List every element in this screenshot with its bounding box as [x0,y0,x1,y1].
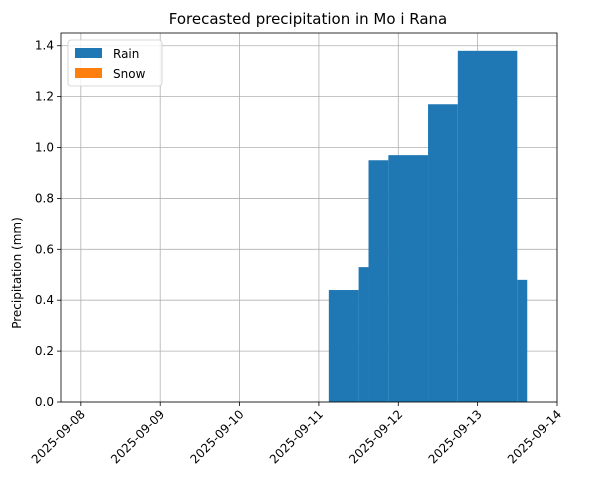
plot-frame [60,32,558,403]
y-tick-label: 1.2 [35,90,54,104]
snow-legend-label: Snow [113,67,146,81]
y-tick-label: 0.6 [35,242,54,256]
rain-bar [517,279,528,402]
y-tick-label: 1.4 [35,39,54,53]
rain-bar [428,104,458,402]
y-tick-label: 1.0 [35,141,54,155]
chart-title: Forecasted precipitation in Mo i Rana [169,10,448,28]
y-tick-label: 0.4 [35,293,54,307]
rain-bar [358,267,369,402]
rain-bar [457,50,518,403]
y-axis-label: Precipitation (mm) [10,217,24,329]
rain-legend-label: Rain [113,47,139,61]
snow-legend-swatch [75,68,102,78]
rain-legend-swatch [75,48,102,58]
y-tick-label: 0.0 [35,395,54,409]
bars [328,50,528,403]
rain-bar [328,290,359,402]
rain-bar [368,160,389,402]
y-tick-label: 0.8 [35,191,54,205]
y-tick-label: 0.2 [35,344,54,358]
legend: Rain Snow [67,39,163,87]
rain-bar [388,155,429,402]
